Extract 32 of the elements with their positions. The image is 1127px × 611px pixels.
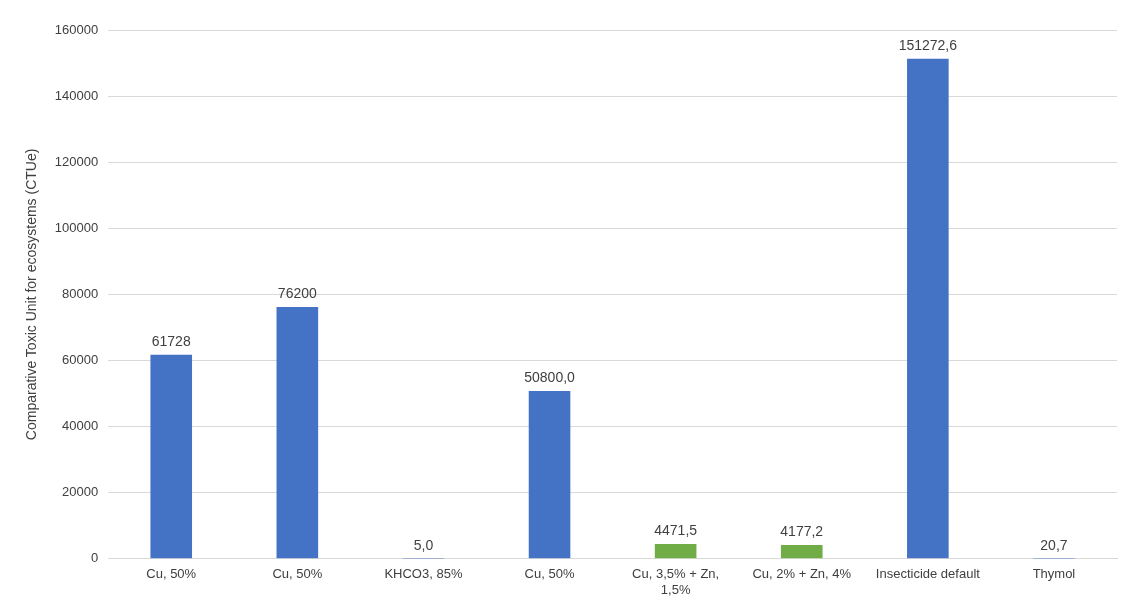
data-label: 151272,6	[898, 36, 958, 53]
y-tick-label: 120000	[54, 153, 99, 169]
data-label: 5,0	[413, 536, 434, 553]
x-tick-label: Cu, 50%	[146, 566, 197, 582]
y-tick-label: 140000	[54, 87, 99, 103]
y-tick-label: 100000	[54, 219, 99, 235]
data-label: 61728	[151, 332, 191, 349]
y-tick-label: 160000	[54, 21, 99, 37]
data-label: 50800,0	[524, 368, 576, 385]
data-label: 76200	[277, 284, 318, 301]
y-axis-title: Comparative Toxic Unit for ecosystems (CTUe)	[23, 148, 40, 441]
y-tick-label: 40000	[62, 418, 99, 434]
bar	[528, 390, 571, 559]
y-tick-label: 80000	[62, 285, 99, 301]
y-tick-label: 60000	[62, 352, 99, 368]
y-tick-label: 20000	[62, 484, 99, 500]
x-tick-label: Thymol	[1032, 566, 1076, 582]
x-tick-label: Cu, 3,5% + Zn, 1,5%	[632, 566, 720, 597]
x-tick-label: Cu, 50%	[272, 566, 323, 582]
y-tick-label: 0	[90, 550, 99, 566]
data-label: 20,7	[1040, 536, 1068, 553]
x-tick-label: Cu, 50%	[524, 566, 575, 582]
data-label: 4177,2	[780, 522, 824, 539]
x-tick-label: Cu, 2% + Zn, 4%	[752, 566, 852, 582]
x-tick-label: Insecticide default	[875, 566, 981, 582]
bar	[907, 58, 949, 559]
data-label: 4471,5	[654, 521, 698, 538]
bar	[780, 544, 823, 559]
bar	[276, 306, 319, 559]
bar	[150, 354, 193, 559]
bar	[654, 544, 697, 559]
x-tick-label: KHCO3, 85%	[384, 566, 463, 582]
